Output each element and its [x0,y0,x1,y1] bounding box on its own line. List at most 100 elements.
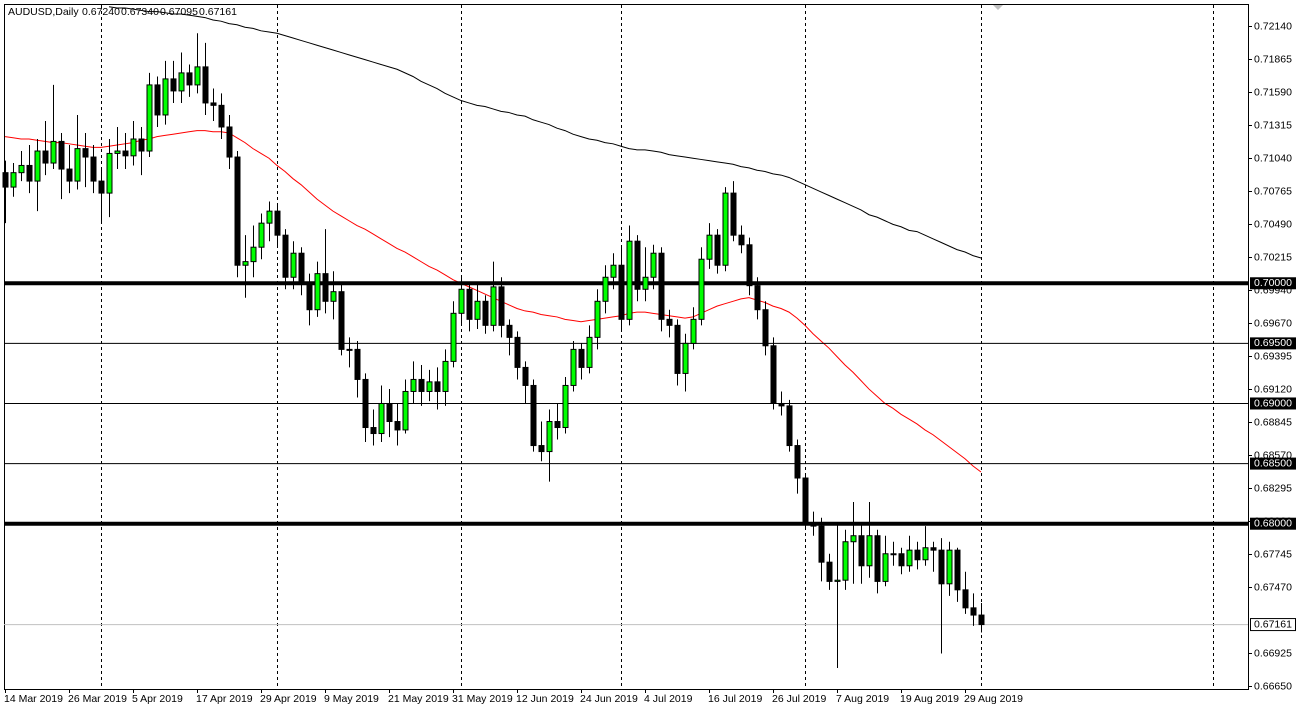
candle-body [786,405,793,447]
y-tick-label: 0.69120 [1254,383,1292,395]
chart-title: AUDUSD,Daily [8,6,79,18]
candle-body [922,547,929,561]
y-tick-label: 0.70490 [1254,218,1292,230]
candle-body [146,84,153,152]
candle-body [354,348,361,380]
candle-body [2,172,9,188]
candle-body [626,240,633,320]
candle-body [218,104,225,128]
candle-body [98,180,105,194]
candle-body [498,286,505,326]
candle-body [658,252,665,320]
last-open: 0.67240 [82,6,120,18]
candle-body [130,138,137,157]
candle-body [946,549,953,585]
x-tick-label: 16 Jul 2019 [708,693,762,705]
candle-body [386,402,393,423]
candle-body [802,477,809,525]
candle-body [410,378,417,392]
candle-body [810,523,817,527]
candle-body [242,261,249,266]
candle-body [274,210,281,236]
candle-body [482,300,489,326]
candle-body [514,336,521,368]
candle-body [250,246,257,263]
candle-body [882,553,889,582]
x-tick-label: 9 May 2019 [324,693,379,705]
candle-body [170,78,177,92]
y-tick-label: 0.70215 [1254,251,1292,263]
candle-body [874,535,881,582]
candle-body [938,549,945,585]
candle-body [690,318,697,344]
x-tick-label: 5 Apr 2019 [132,693,183,705]
candle-body [106,152,113,194]
candle-body [666,318,673,326]
last-high: 0.67340 [121,6,159,18]
x-tick-label: 29 Apr 2019 [260,693,317,705]
candle-body [362,378,369,429]
x-tick-label: 26 Mar 2019 [68,693,127,705]
x-tick-label: 12 Jun 2019 [516,693,574,705]
candle-body [826,561,833,582]
candle-body [570,348,577,386]
y-tick-label: 0.71590 [1254,86,1292,98]
x-tick-label: 26 Jul 2019 [772,693,826,705]
candle-body [402,390,409,431]
y-tick-label: 0.71315 [1254,119,1292,131]
last-close: 0.67161 [199,6,237,18]
y-tick-label: 0.70765 [1254,185,1292,197]
candle-body [890,553,897,556]
candle-body [466,288,473,320]
candle-body [738,234,745,246]
candle-body [426,381,433,392]
candle-body [154,84,161,116]
candle-body [18,164,25,174]
candle-body [930,547,937,551]
y-tick-label: 0.67745 [1254,548,1292,560]
candle-body [178,72,185,92]
level-label: 0.68000 [1254,517,1292,529]
candle-body [66,168,73,182]
candle-body [714,234,721,266]
candle-body [754,285,761,311]
y-tick-label: 0.71865 [1254,53,1292,65]
candle-body [394,421,401,431]
y-tick-label: 0.69670 [1254,317,1292,329]
candle-body [474,300,481,320]
candle-body [682,342,689,374]
y-tick-label: 0.68845 [1254,416,1292,428]
candle-body [114,150,121,154]
candle-body [602,276,609,302]
candle-body [122,150,129,157]
y-tick-label: 0.71040 [1254,152,1292,164]
candle-body [818,525,825,563]
candle-body [770,345,777,404]
candle-body [202,66,209,104]
candle-body [778,402,785,407]
x-tick-label: 19 Aug 2019 [900,693,959,705]
candle-body [546,421,553,453]
candle-body [506,324,513,338]
candle-body [866,535,873,567]
header: AUDUSD,Daily 0.67240 0.67340 0.67095 0.6… [8,6,237,18]
candle-body [850,535,857,543]
candle-body [962,589,969,609]
x-tick-label: 17 Apr 2019 [196,693,253,705]
candle-body [722,192,729,266]
candle-body [610,264,617,278]
candle-body [906,549,913,567]
candle-body [194,66,201,86]
price-label-box [1250,618,1296,632]
candle-body [90,156,97,182]
candle-body [634,240,641,290]
x-tick-label: 14 Mar 2019 [4,693,63,705]
candle-body [530,384,537,447]
candle-body [58,140,65,170]
moving-average [108,6,982,259]
candle-body [674,324,681,374]
candle-body [42,150,49,164]
candle-body [322,273,329,302]
candle-body [562,384,569,429]
candle-body [434,381,441,392]
